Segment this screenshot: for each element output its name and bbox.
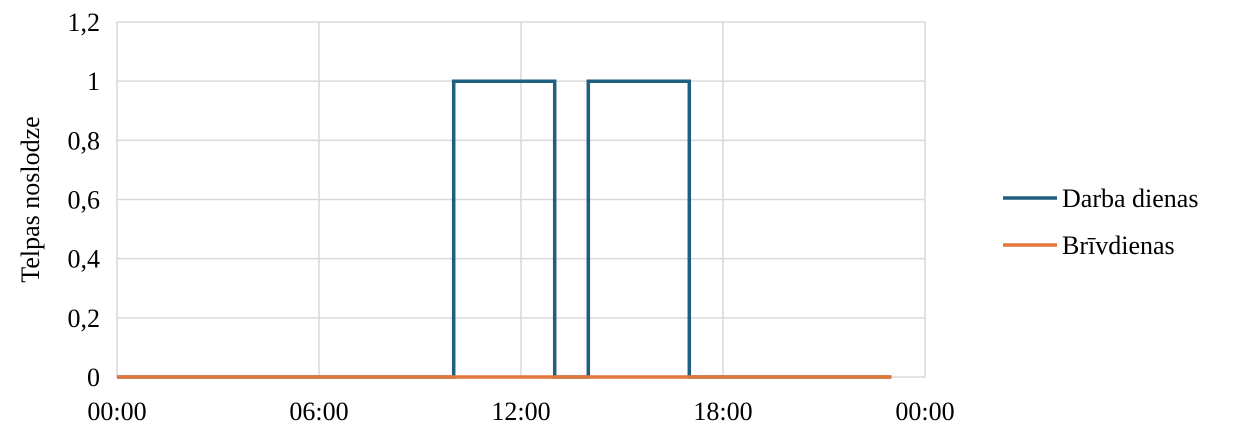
y-tick-label: 1: [87, 67, 100, 96]
gridlines: [117, 22, 925, 377]
legend: Darba dienas Brīvdienas: [1003, 184, 1198, 260]
x-tick-label: 00:00: [87, 397, 146, 426]
x-tick-label: 12:00: [491, 397, 550, 426]
y-tick-label: 0,8: [68, 126, 101, 155]
x-axis-ticks: 00:00 06:00 12:00 18:00 00:00: [87, 397, 954, 426]
legend-label: Brīvdienas: [1062, 231, 1175, 260]
y-tick-label: 0,2: [68, 304, 101, 333]
x-tick-label: 00:00: [895, 397, 954, 426]
x-tick-label: 18:00: [693, 397, 752, 426]
y-tick-label: 0: [87, 363, 100, 392]
y-axis-ticks: 0 0,2 0,4 0,6 0,8 1 1,2: [68, 8, 101, 392]
y-tick-label: 1,2: [68, 8, 101, 37]
series-line-1: [117, 79, 892, 379]
y-tick-label: 0,4: [68, 245, 101, 274]
y-tick-label: 0,6: [68, 186, 101, 215]
y-axis-label: Telpas noslodze: [16, 116, 45, 282]
series-lines: [117, 79, 892, 379]
legend-label: Darba dienas: [1062, 184, 1198, 213]
x-tick-label: 06:00: [289, 397, 348, 426]
